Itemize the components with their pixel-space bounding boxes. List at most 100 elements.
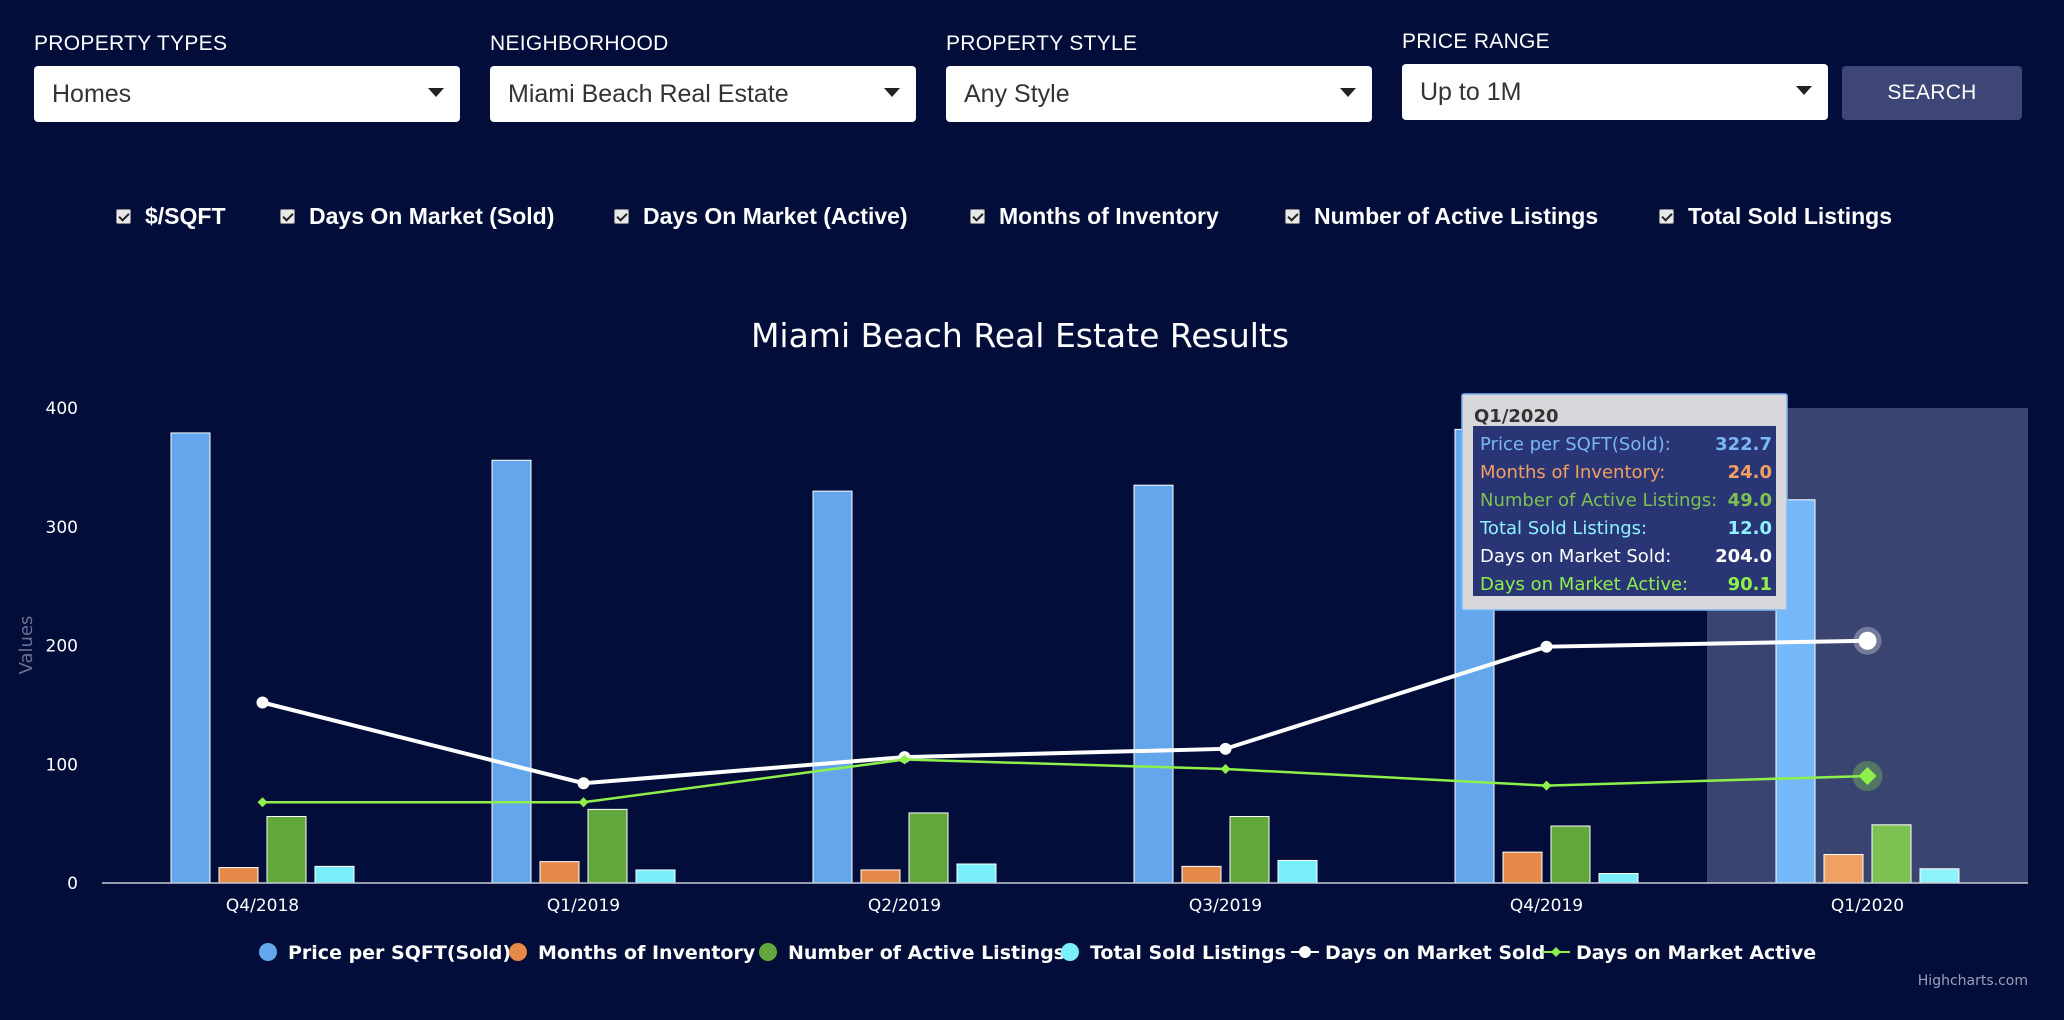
bar-number-of-active-listings[interactable] [1550,825,1591,884]
toggle-label: Days On Market (Active) [643,202,908,229]
bar-total-sold-listings[interactable] [314,865,355,884]
checkbox-icon[interactable] [970,208,985,224]
x-tick-label: Q1/2020 [1831,896,1904,916]
point-days-on-market-active[interactable] [899,754,910,765]
toggle-days-on-market-active[interactable]: Days On Market (Active) [614,196,908,236]
tooltip-row-value: 24.0 [1728,462,1772,483]
toggle-months-of-inventory[interactable]: Months of Inventory [970,196,1219,236]
toggle-price-sqft[interactable]: $/SQFT [116,196,226,236]
point-days-on-market-sold[interactable] [1540,640,1553,653]
price-range-label: PRICE RANGE [1402,30,1550,53]
neighborhood-select[interactable]: Miami Beach Real Estate [490,66,916,122]
legend-symbol-months-of-inventory[interactable] [509,943,527,961]
legend-symbol-days-on-market-active[interactable] [1551,947,1561,957]
legend-label[interactable]: Number of Active Listings [788,942,1065,964]
point-days-on-market-sold[interactable] [256,696,269,709]
legend-symbol-number-of-active-listings[interactable] [759,943,777,961]
bar-months-of-inventory[interactable] [539,861,580,884]
y-tick-label: 300 [46,518,78,538]
bar-total-sold-listings[interactable] [635,869,676,884]
legend-label[interactable]: Total Sold Listings [1090,942,1286,964]
bar-total-sold-listings[interactable] [1919,868,1960,884]
search-button[interactable]: SEARCH [1842,66,2022,120]
property-style-value: Any Style [964,80,1070,108]
legend-symbol-days-on-market-sold[interactable] [1299,946,1311,958]
bar-number-of-active-listings[interactable] [587,808,628,884]
legend-label[interactable]: Days on Market Active [1576,942,1816,964]
legend-label[interactable]: Price per SQFT(Sold) [288,942,511,964]
bar-number-of-active-listings[interactable] [908,812,949,884]
bar-months-of-inventory[interactable] [860,869,901,884]
property-style-select[interactable]: Any Style [946,66,1372,122]
bar-total-sold-listings[interactable] [1277,859,1318,884]
bar-price-per-sqft-sold-[interactable] [812,490,853,884]
bar-total-sold-listings[interactable] [1598,873,1639,884]
tooltip-row-label: Price per SQFT(Sold): [1480,434,1671,455]
checkbox-icon[interactable] [116,208,131,224]
x-tick-label: Q4/2019 [1510,896,1583,916]
caret-down-icon [884,88,900,97]
neighborhood-value: Miami Beach Real Estate [508,80,789,108]
tooltip-header: Q1/2020 [1474,406,1559,427]
point-days-on-market-sold[interactable] [1858,631,1877,650]
legend-label[interactable]: Months of Inventory [538,942,756,964]
bar-total-sold-listings[interactable] [956,863,997,884]
y-axis-title: Values [16,616,37,675]
bar-months-of-inventory[interactable] [1181,865,1222,884]
toggle-total-sold-listings[interactable]: Total Sold Listings [1659,196,1892,236]
tooltip-row-value: 322.7 [1715,434,1772,455]
tooltip-row-value: 12.0 [1728,518,1772,539]
caret-down-icon [1340,88,1356,97]
x-tick-label: Q2/2019 [868,896,941,916]
bar-months-of-inventory[interactable] [1823,854,1864,884]
checkbox-icon[interactable] [1659,208,1674,224]
tooltip-row-value: 49.0 [1728,490,1772,511]
property-style-label: PROPERTY STYLE [946,32,1138,55]
tooltip-row-label: Number of Active Listings: [1480,490,1717,511]
legend-label[interactable]: Days on Market Sold [1325,942,1545,964]
bar-number-of-active-listings[interactable] [1229,816,1270,884]
neighborhood-filter: NEIGHBORHOOD Miami Beach Real Estate [490,30,916,122]
tooltip-row-label: Total Sold Listings: [1479,518,1647,539]
toggle-active-listings[interactable]: Number of Active Listings [1285,196,1598,236]
filter-bar: PROPERTY TYPES Homes NEIGHBORHOOD Miami … [0,0,2064,140]
point-days-on-market-active[interactable] [1858,767,1877,786]
y-tick-label: 200 [46,637,78,657]
point-days-on-market-active[interactable] [578,797,589,808]
tooltip-row-value: 204.0 [1715,546,1772,567]
price-range-select[interactable]: Up to 1M [1402,64,1828,120]
checkbox-icon[interactable] [280,208,295,224]
bar-months-of-inventory[interactable] [218,867,259,884]
bar-months-of-inventory[interactable] [1502,851,1543,884]
checkbox-icon[interactable] [1285,208,1300,224]
toggle-days-on-market-sold[interactable]: Days On Market (Sold) [280,196,554,236]
legend-symbol-price-per-sqft-sold-[interactable] [259,943,277,961]
point-days-on-market-active[interactable] [1220,764,1231,774]
y-tick-label: 400 [46,399,78,419]
tooltip-table [1473,426,1776,596]
tooltip-row-label: Days on Market Active: [1480,574,1688,595]
checkbox-icon[interactable] [614,208,629,224]
bar-price-per-sqft-sold-[interactable] [491,459,532,884]
bar-number-of-active-listings[interactable] [266,816,307,884]
x-tick-label: Q1/2019 [547,896,620,916]
bar-number-of-active-listings[interactable] [1871,824,1912,884]
point-days-on-market-sold[interactable] [577,777,590,790]
y-tick-label: 100 [46,755,78,775]
point-days-on-market-active[interactable] [257,797,268,808]
legend-symbol-total-sold-listings[interactable] [1061,943,1079,961]
property-types-label: PROPERTY TYPES [34,32,228,55]
property-style-filter: PROPERTY STYLE Any Style [946,30,1372,122]
property-types-value: Homes [52,80,132,108]
chart-credit[interactable]: Highcharts.com [1918,973,2028,989]
tooltip-row-label: Days on Market Sold: [1480,546,1671,567]
point-days-on-market-active[interactable] [1541,780,1552,791]
chart-title: Miami Beach Real Estate Results [751,316,1289,355]
point-days-on-market-sold[interactable] [1219,742,1232,755]
bar-price-per-sqft-sold-[interactable] [170,432,211,884]
property-types-select[interactable]: Homes [34,66,460,122]
line-days-on-market-sold [262,638,1868,786]
bar-price-per-sqft-sold-[interactable] [1133,484,1174,884]
x-tick-label: Q4/2018 [226,896,299,916]
price-range-value: Up to 1M [1420,78,1522,106]
